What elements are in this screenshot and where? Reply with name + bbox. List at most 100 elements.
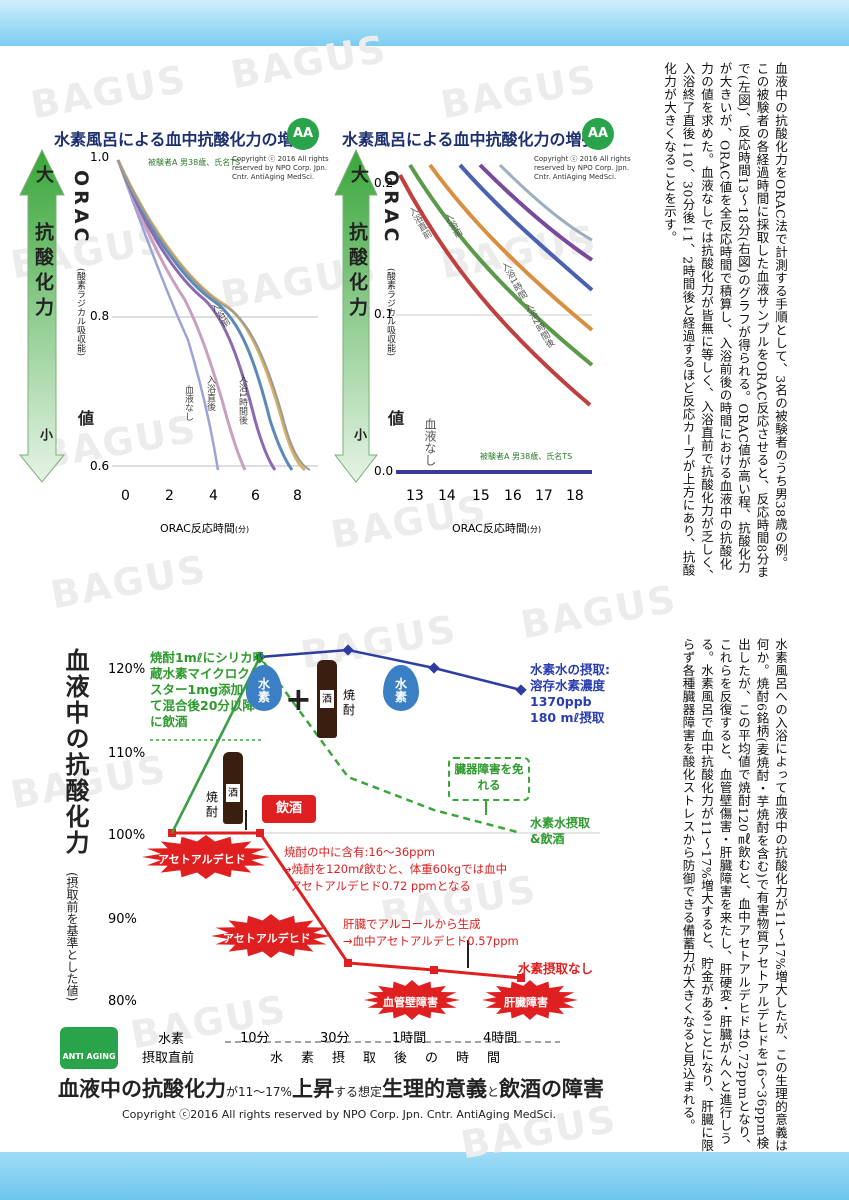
bottle-label: 酒	[226, 784, 240, 802]
left-curve-label: 血液なし	[183, 385, 193, 421]
right-blood-none: 血液なし	[423, 418, 437, 466]
right-ytick: 0.1	[374, 307, 394, 321]
left-xtick: 6	[251, 488, 260, 504]
right-chart-title: 水素風呂による血中抗酸化力の増強	[342, 130, 598, 149]
acetaldehyde-burst	[211, 914, 331, 958]
right-big-arrow	[333, 148, 379, 483]
footer-title: 血液中の抗酸化力が11～17%上昇する想定生理的意義と飲酒の障害	[58, 1073, 604, 1103]
burst-label: 肝臓障害	[504, 996, 548, 1009]
left-copyright: Copyright ⓒ 2016 All rights reserved by …	[232, 155, 329, 181]
organ-box: 臓器障害を免れる	[448, 757, 530, 801]
right-arrow-bottom: 小	[351, 428, 366, 441]
footer-title-part: が11～17%	[226, 1085, 292, 1099]
left-curve	[116, 159, 247, 471]
no-hydrogen-marker	[517, 974, 525, 982]
hydrogen-drop-label: 水素	[395, 677, 408, 704]
right-curve	[428, 163, 594, 332]
vessel-damage-burst	[364, 980, 460, 1020]
right-xtick: 17	[535, 488, 553, 504]
series-label-mix: 水素水摂取&飲酒	[530, 816, 591, 846]
hydrogen-marker	[428, 662, 440, 674]
right-axis-sub: (酸素ラジカル吸収能)	[385, 268, 395, 357]
x-tick: 1時間	[392, 1031, 427, 1046]
x-tick: 10分	[240, 1031, 270, 1046]
left-curve-label: 入浴1時間後	[237, 374, 247, 425]
top-band	[0, 0, 849, 46]
note-acet-1: 焼酎の中に含有:16～36ppm	[284, 845, 435, 859]
left-xlabel-text: ORAC反応時間	[160, 522, 235, 535]
right-xlabel-unit: (分)	[526, 525, 542, 534]
note-acet-3: アセトアルデヒド0.72 ppmとなる	[290, 879, 471, 893]
x-row1: 水素	[158, 1032, 185, 1047]
footer-copyright: Copyright ⓒ2016 All rights reserved by N…	[122, 1108, 557, 1121]
article-top: 血液中の抗酸化力をORAC法で計測する手順として、3名の被験者のうち男38歳の例…	[662, 62, 788, 582]
drinking-box: 飲酒	[262, 795, 316, 823]
left-xtick: 2	[165, 488, 174, 504]
left-ytick: 0.8	[90, 309, 110, 323]
right-xtick: 15	[472, 488, 490, 504]
no-hydrogen-marker	[344, 959, 352, 967]
left-axis-sub: (酸素ラジカル吸収能)	[75, 268, 85, 357]
left-axis-suffix: 値	[75, 410, 94, 426]
burst-label: アセトアルデヒド	[223, 932, 311, 945]
x-tick: 30分	[320, 1031, 350, 1046]
hydrogen-marker	[342, 644, 354, 656]
note-shochu: 焼酎1mℓにシリカ吸蔵水素マイクロクラスター1mg添加して混合後20分以降に飲酒	[150, 650, 266, 729]
left-curve	[117, 159, 311, 471]
x-tick: 4時間	[483, 1031, 518, 1046]
left-arrow-top: 大	[33, 165, 54, 183]
right-subject: 被験者A 男38歳、氏名TS	[480, 452, 573, 461]
lower-ytick: 110%	[108, 746, 146, 761]
left-ytick: 1.0	[90, 150, 110, 164]
bottle-caption: 焼酎	[206, 790, 219, 819]
x-caption: 水素摂取後の時間	[270, 1051, 519, 1066]
acetaldehyde-burst	[142, 835, 270, 879]
rise-line	[171, 656, 261, 834]
hydrogen-drop	[246, 665, 282, 711]
series-label-none: 水素摂取なし	[518, 961, 594, 976]
right-xtick: 18	[566, 488, 584, 504]
right-arrow-top: 大	[348, 165, 369, 183]
right-curve	[408, 163, 594, 367]
right-curve	[498, 163, 593, 242]
right-copyright: Copyright ⓒ 2016 All rights reserved by …	[534, 155, 631, 181]
footer-logo: ANTI AGING	[60, 1027, 118, 1069]
x-row2: 摂取直前	[142, 1051, 195, 1066]
left-curve	[116, 159, 277, 471]
right-axis-orac: ORAC	[380, 170, 402, 246]
footer-title-part: 生理的意義	[381, 1077, 487, 1101]
left-xtick: 0	[121, 488, 130, 504]
left-chart-title: 水素風呂による血中抗酸化力の増強	[54, 130, 310, 149]
lower-ytick: 120%	[108, 662, 146, 677]
footer-title-part: する想定	[333, 1085, 382, 1099]
lower-ylabel: 血液中の抗酸化力	[61, 648, 89, 856]
left-xlabel-unit: (分)	[234, 525, 250, 534]
right-ytick: 0.0	[374, 464, 394, 478]
right-xtick: 16	[504, 488, 522, 504]
right-axis-suffix: 値	[385, 410, 404, 426]
footer-title-part: 上昇	[291, 1077, 334, 1101]
left-curve-label: 入浴直後	[205, 375, 215, 411]
left-arrow-main: 抗酸化力	[32, 222, 54, 322]
no-hydrogen-marker	[430, 966, 438, 974]
no-hydrogen-marker	[256, 829, 264, 837]
left-curve	[116, 159, 294, 471]
bottom-band	[0, 1152, 849, 1200]
left-xtick: 4	[209, 488, 218, 504]
plus-sign: +	[285, 680, 312, 718]
left-xlabel: ORAC反応時間(分)	[160, 520, 249, 536]
hydrogen-drop	[383, 665, 419, 711]
hydrogen-marker	[515, 684, 527, 696]
footer-title-part: 飲酒の障害	[498, 1077, 604, 1101]
right-curve	[458, 163, 594, 292]
footer-title-part: 血液中の	[58, 1077, 142, 1101]
right-chart-logo: AA	[582, 118, 614, 150]
article-bottom: 水素風呂への入浴によって血液中の抗酸化力が11～17%増大したが、この生理的意義…	[680, 638, 789, 1153]
note-acet-2: →焼酎を120mℓ飲むと、体重60kgでは血中	[282, 862, 508, 876]
lower-ytick: 90%	[108, 912, 137, 927]
lower-ylabel-sub: (摂取前を基準とした値)	[65, 872, 79, 1002]
right-xlabel-text: ORAC反応時間	[452, 522, 527, 535]
left-curve	[116, 159, 220, 471]
